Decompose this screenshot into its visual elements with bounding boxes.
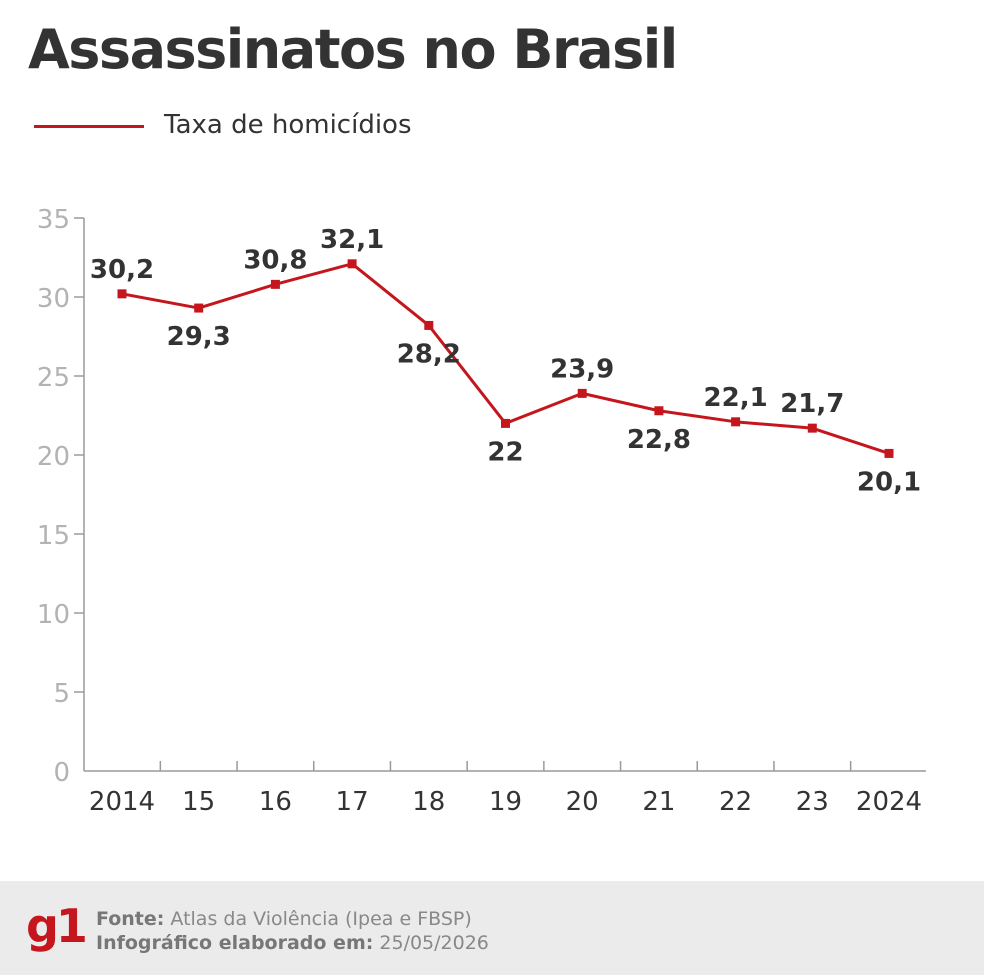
- legend-label: Taxa de homicídios: [164, 110, 412, 140]
- x-tick-label: 2024: [856, 787, 922, 817]
- g1-logo: g1: [26, 899, 88, 953]
- y-tick-label: 5: [53, 679, 70, 709]
- x-tick-label: 17: [336, 787, 369, 817]
- data-point: [577, 388, 587, 398]
- date-line: Infográfico elaborado em: 25/05/2026: [96, 931, 489, 955]
- data-point: [117, 289, 127, 299]
- data-label: 22,8: [627, 425, 691, 455]
- x-tick-label: 18: [412, 787, 445, 817]
- x-tick-label: 16: [259, 787, 292, 817]
- data-point: [194, 303, 204, 313]
- y-tick-label: 35: [37, 205, 70, 235]
- x-tick-label: 21: [642, 787, 675, 817]
- footer: g1 Fonte: Atlas da Violência (Ipea e FBS…: [0, 881, 984, 975]
- data-label: 23,9: [550, 354, 614, 384]
- x-tick-label: 2014: [89, 787, 155, 817]
- data-point: [424, 320, 434, 330]
- x-tick-label: 20: [566, 787, 599, 817]
- date-value: 25/05/2026: [379, 932, 489, 954]
- data-label: 22,1: [704, 383, 768, 413]
- data-label: 22: [487, 437, 523, 467]
- data-label: 32,1: [320, 225, 384, 255]
- data-point: [654, 406, 664, 416]
- data-label: 29,3: [167, 322, 231, 352]
- source-label: Fonte:: [96, 908, 165, 930]
- data-point: [270, 279, 280, 289]
- x-tick-label: 15: [182, 787, 215, 817]
- x-tick-label: 19: [489, 787, 522, 817]
- line-chart: 0 5 10 15 20 25 30 35 2014 15 16 17 18 19 20 21 22 23 2024…: [37, 205, 926, 817]
- data-label: 21,7: [780, 389, 844, 419]
- date-label: Infográfico elaborado em:: [96, 932, 374, 954]
- source-block: Fonte: Atlas da Violência (Ipea e FBSP) …: [96, 907, 489, 955]
- y-tick-label: 25: [37, 363, 70, 393]
- data-label: 30,2: [90, 255, 154, 285]
- data-point: [807, 423, 817, 433]
- data-point: [731, 417, 741, 427]
- data-label: 28,2: [397, 339, 461, 369]
- x-tick-label: 22: [719, 787, 752, 817]
- y-tick-label: 15: [37, 521, 70, 551]
- data-point: [884, 448, 894, 458]
- source-line: Fonte: Atlas da Violência (Ipea e FBSP): [96, 907, 489, 931]
- y-tick-label: 20: [37, 442, 70, 472]
- y-tick-label: 10: [37, 600, 70, 630]
- data-point: [501, 418, 510, 428]
- x-tick-label: 23: [796, 787, 829, 817]
- legend-line-swatch: [34, 125, 144, 128]
- y-tick-label: 0: [53, 758, 70, 788]
- source-value: Atlas da Violência (Ipea e FBSP): [170, 908, 472, 930]
- y-tick-label: 30: [37, 284, 70, 314]
- data-label: 30,8: [243, 245, 307, 275]
- chart-title: Assassinatos no Brasil: [28, 18, 678, 81]
- data-point: [347, 259, 357, 269]
- data-label: 20,1: [857, 467, 921, 497]
